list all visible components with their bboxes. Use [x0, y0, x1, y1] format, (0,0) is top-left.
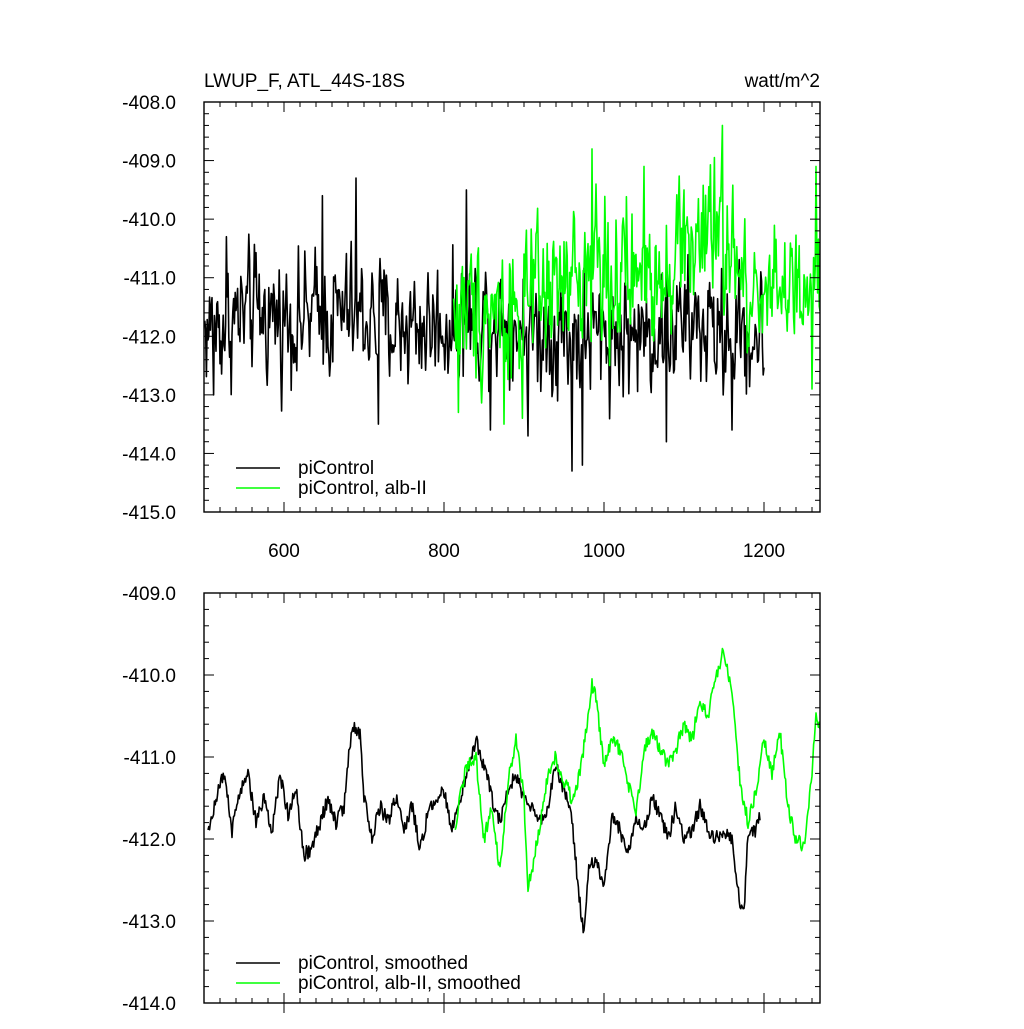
plot-frame	[203, 592, 821, 1004]
x-tick-label: 1000	[583, 541, 625, 562]
y-tick-label: -414.0	[122, 444, 176, 465]
legend-label: piControl, smoothed	[298, 953, 468, 974]
y-tick-label: -409.0	[122, 152, 176, 173]
y-tick-label: -410.0	[122, 210, 176, 231]
y-tick-label: -411.0	[124, 269, 176, 290]
legend-label: piControl	[298, 458, 374, 479]
y-tick-label: -413.0	[122, 386, 176, 407]
y-tick-label: -412.0	[122, 830, 176, 851]
y-tick-label: -409.0	[122, 584, 176, 605]
bottom-panel: -414.0 -413.0 -412.0 -411.0 -410.0 -409.0 piCo…	[122, 584, 821, 1015]
x-tick-label: 600	[268, 541, 300, 562]
y-tick-label: -412.0	[122, 327, 176, 348]
series-line-picontrol-alb-ii	[452, 124, 820, 425]
y-tick-label: -410.0	[122, 666, 176, 687]
x-tick-label: 1200	[743, 541, 785, 562]
y-tick-label: -413.0	[122, 912, 176, 933]
series-line-picontrol-smoothed	[207, 721, 761, 934]
chart-units: watt/m^2	[744, 71, 820, 92]
plot-frame	[203, 101, 821, 513]
x-tick-label: 800	[428, 541, 460, 562]
y-tick-label: -408.0	[122, 93, 176, 114]
y-tick-label: -415.0	[122, 503, 176, 524]
series-line-picontrol-alb-ii-smoothed	[454, 647, 820, 893]
legend-label: piControl, alb-II, smoothed	[298, 973, 521, 994]
y-tick-label: -414.0	[122, 994, 176, 1015]
y-tick-label: -411.0	[124, 748, 176, 769]
top-panel: -415.0 -414.0 -413.0 -412.0 -411.0 -410.0 -409…	[122, 93, 821, 562]
chart-title: LWUP_F, ATL_44S-18S	[204, 71, 405, 92]
legend-label: piControl, alb-II	[298, 478, 427, 499]
